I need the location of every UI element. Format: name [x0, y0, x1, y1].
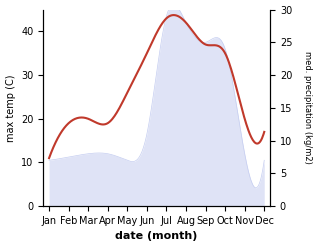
Y-axis label: max temp (C): max temp (C) [5, 74, 16, 142]
Y-axis label: med. precipitation (kg/m2): med. precipitation (kg/m2) [303, 51, 313, 164]
X-axis label: date (month): date (month) [115, 231, 198, 242]
